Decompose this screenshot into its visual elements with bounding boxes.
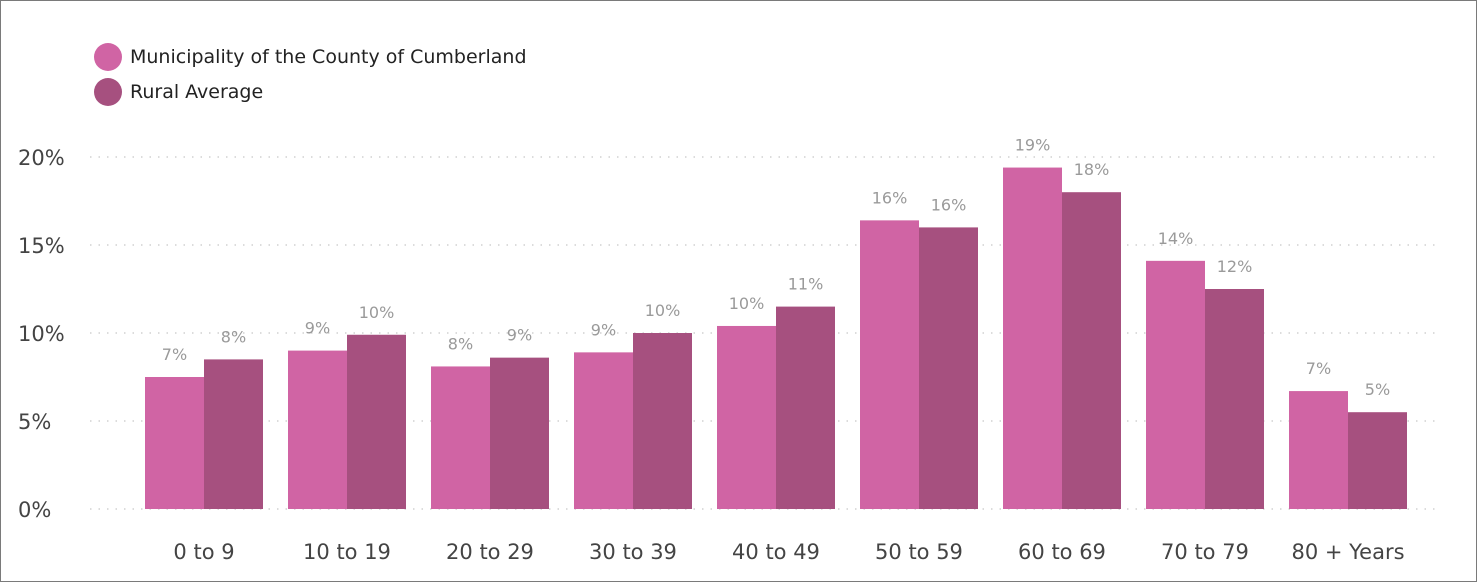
bar	[145, 377, 204, 509]
legend-swatch-rural	[94, 77, 122, 106]
data-label: 10%	[645, 301, 681, 320]
data-label: 10%	[359, 303, 395, 322]
data-label: 8%	[221, 327, 246, 346]
bar	[1062, 192, 1121, 509]
data-label: 12%	[1217, 257, 1253, 276]
x-tick-label: 40 to 49	[732, 540, 820, 564]
data-label: 9%	[591, 320, 616, 339]
data-label: 10%	[729, 294, 765, 313]
bar	[574, 352, 633, 509]
bar	[633, 333, 692, 509]
bar	[1289, 391, 1348, 509]
bar	[1003, 167, 1062, 509]
x-tick-label: 50 to 59	[875, 540, 963, 564]
x-tick-label: 70 to 79	[1161, 540, 1249, 564]
y-tick-label: 0%	[18, 498, 51, 522]
bar	[919, 227, 978, 509]
data-label: 9%	[507, 326, 532, 345]
x-tick-label: 80 + Years	[1291, 540, 1404, 564]
y-tick-label: 5%	[18, 410, 51, 434]
x-tick-label: 0 to 9	[173, 540, 234, 564]
bar	[204, 359, 263, 509]
data-label: 7%	[162, 345, 187, 364]
legend-label: Municipality of the County of Cumberland	[130, 45, 527, 68]
bar	[776, 306, 835, 509]
legend-swatch-municipality	[94, 42, 122, 71]
data-label: 16%	[931, 195, 967, 214]
data-label: 18%	[1074, 160, 1110, 179]
data-label: 16%	[872, 188, 908, 207]
y-tick-label: 10%	[18, 322, 65, 346]
legend: Municipality of the County of Cumberland…	[94, 39, 527, 109]
y-tick-label: 15%	[18, 234, 65, 258]
legend-item[interactable]: Municipality of the County of Cumberland	[94, 39, 527, 74]
bar	[1348, 412, 1407, 509]
bar	[717, 325, 776, 509]
x-tick-label: 30 to 39	[589, 540, 677, 564]
bar	[347, 334, 406, 509]
data-label: 19%	[1015, 136, 1051, 155]
x-tick-label: 10 to 19	[303, 540, 391, 564]
bar	[860, 220, 919, 510]
data-label: 7%	[1306, 359, 1331, 378]
legend-item[interactable]: Rural Average	[94, 74, 527, 109]
y-tick-label: 20%	[18, 146, 65, 170]
x-tick-label: 60 to 69	[1018, 540, 1106, 564]
data-label: 8%	[448, 334, 473, 353]
bar	[288, 350, 347, 509]
bar	[490, 357, 549, 509]
data-label: 5%	[1365, 380, 1390, 399]
bar	[1205, 289, 1264, 509]
data-label: 14%	[1158, 229, 1194, 248]
x-tick-label: 20 to 29	[446, 540, 534, 564]
data-label: 9%	[305, 319, 330, 338]
legend-label: Rural Average	[130, 80, 264, 103]
bar	[431, 366, 490, 509]
data-label: 11%	[788, 275, 824, 294]
bar	[1146, 260, 1205, 509]
